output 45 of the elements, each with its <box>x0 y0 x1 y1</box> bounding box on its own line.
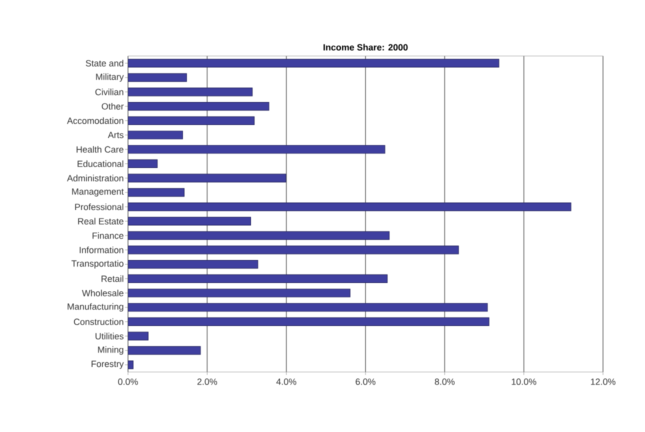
y-tick-label: Mining <box>98 346 124 355</box>
y-tick-label: Other <box>102 102 124 110</box>
y-tick-label: Educational <box>78 160 124 168</box>
y-tick-label: Construction <box>74 318 124 326</box>
y-tick-label: Finance <box>92 232 124 239</box>
y-tick-label: Administration <box>67 174 124 182</box>
y-tick-label: Retail <box>102 275 124 282</box>
chart-title: Income Share: 2000 <box>324 44 408 51</box>
y-tick-label: Professional <box>75 204 124 210</box>
bar <box>128 260 258 269</box>
bar <box>128 145 386 154</box>
y-tick-label: Civilian <box>95 88 124 96</box>
y-tick-label: Transportatio <box>72 260 124 268</box>
bar <box>128 246 459 254</box>
x-tick-label: 0.0% <box>118 378 138 385</box>
bar <box>128 58 500 68</box>
y-tick-label: Information <box>80 246 124 254</box>
x-tick-label: 6.0% <box>356 378 376 385</box>
y-tick-label: Utilities <box>96 332 124 340</box>
y-tick-label: Wholesale <box>82 290 124 296</box>
x-tick-label: 12.0% <box>590 378 616 385</box>
bar <box>128 216 252 226</box>
x-tick-label: 2.0% <box>197 378 218 385</box>
bar <box>128 174 286 182</box>
bar <box>128 317 490 326</box>
bar <box>128 303 488 312</box>
y-tick-label: Health Care <box>76 146 124 153</box>
bar <box>128 202 572 212</box>
bar <box>128 88 253 96</box>
y-tick-label: Real Estate <box>78 218 124 224</box>
bar <box>128 102 270 111</box>
y-tick-label: Accomodation <box>67 117 124 124</box>
bar <box>128 274 388 283</box>
bar <box>128 159 158 168</box>
y-tick-label: Forestry <box>92 360 124 369</box>
x-tick-label: 8.0% <box>434 378 455 385</box>
y-tick-label: Arts <box>108 132 124 138</box>
y-tick-label: State and <box>86 60 124 66</box>
y-tick-label: Manufacturing <box>68 303 124 312</box>
x-tick-label: 4.0% <box>276 378 296 385</box>
x-tick-label: 10.0% <box>512 378 536 385</box>
y-tick-label: Military <box>96 73 124 82</box>
y-tick-label: Management <box>72 188 124 196</box>
bar <box>128 332 148 340</box>
bar <box>128 116 255 125</box>
